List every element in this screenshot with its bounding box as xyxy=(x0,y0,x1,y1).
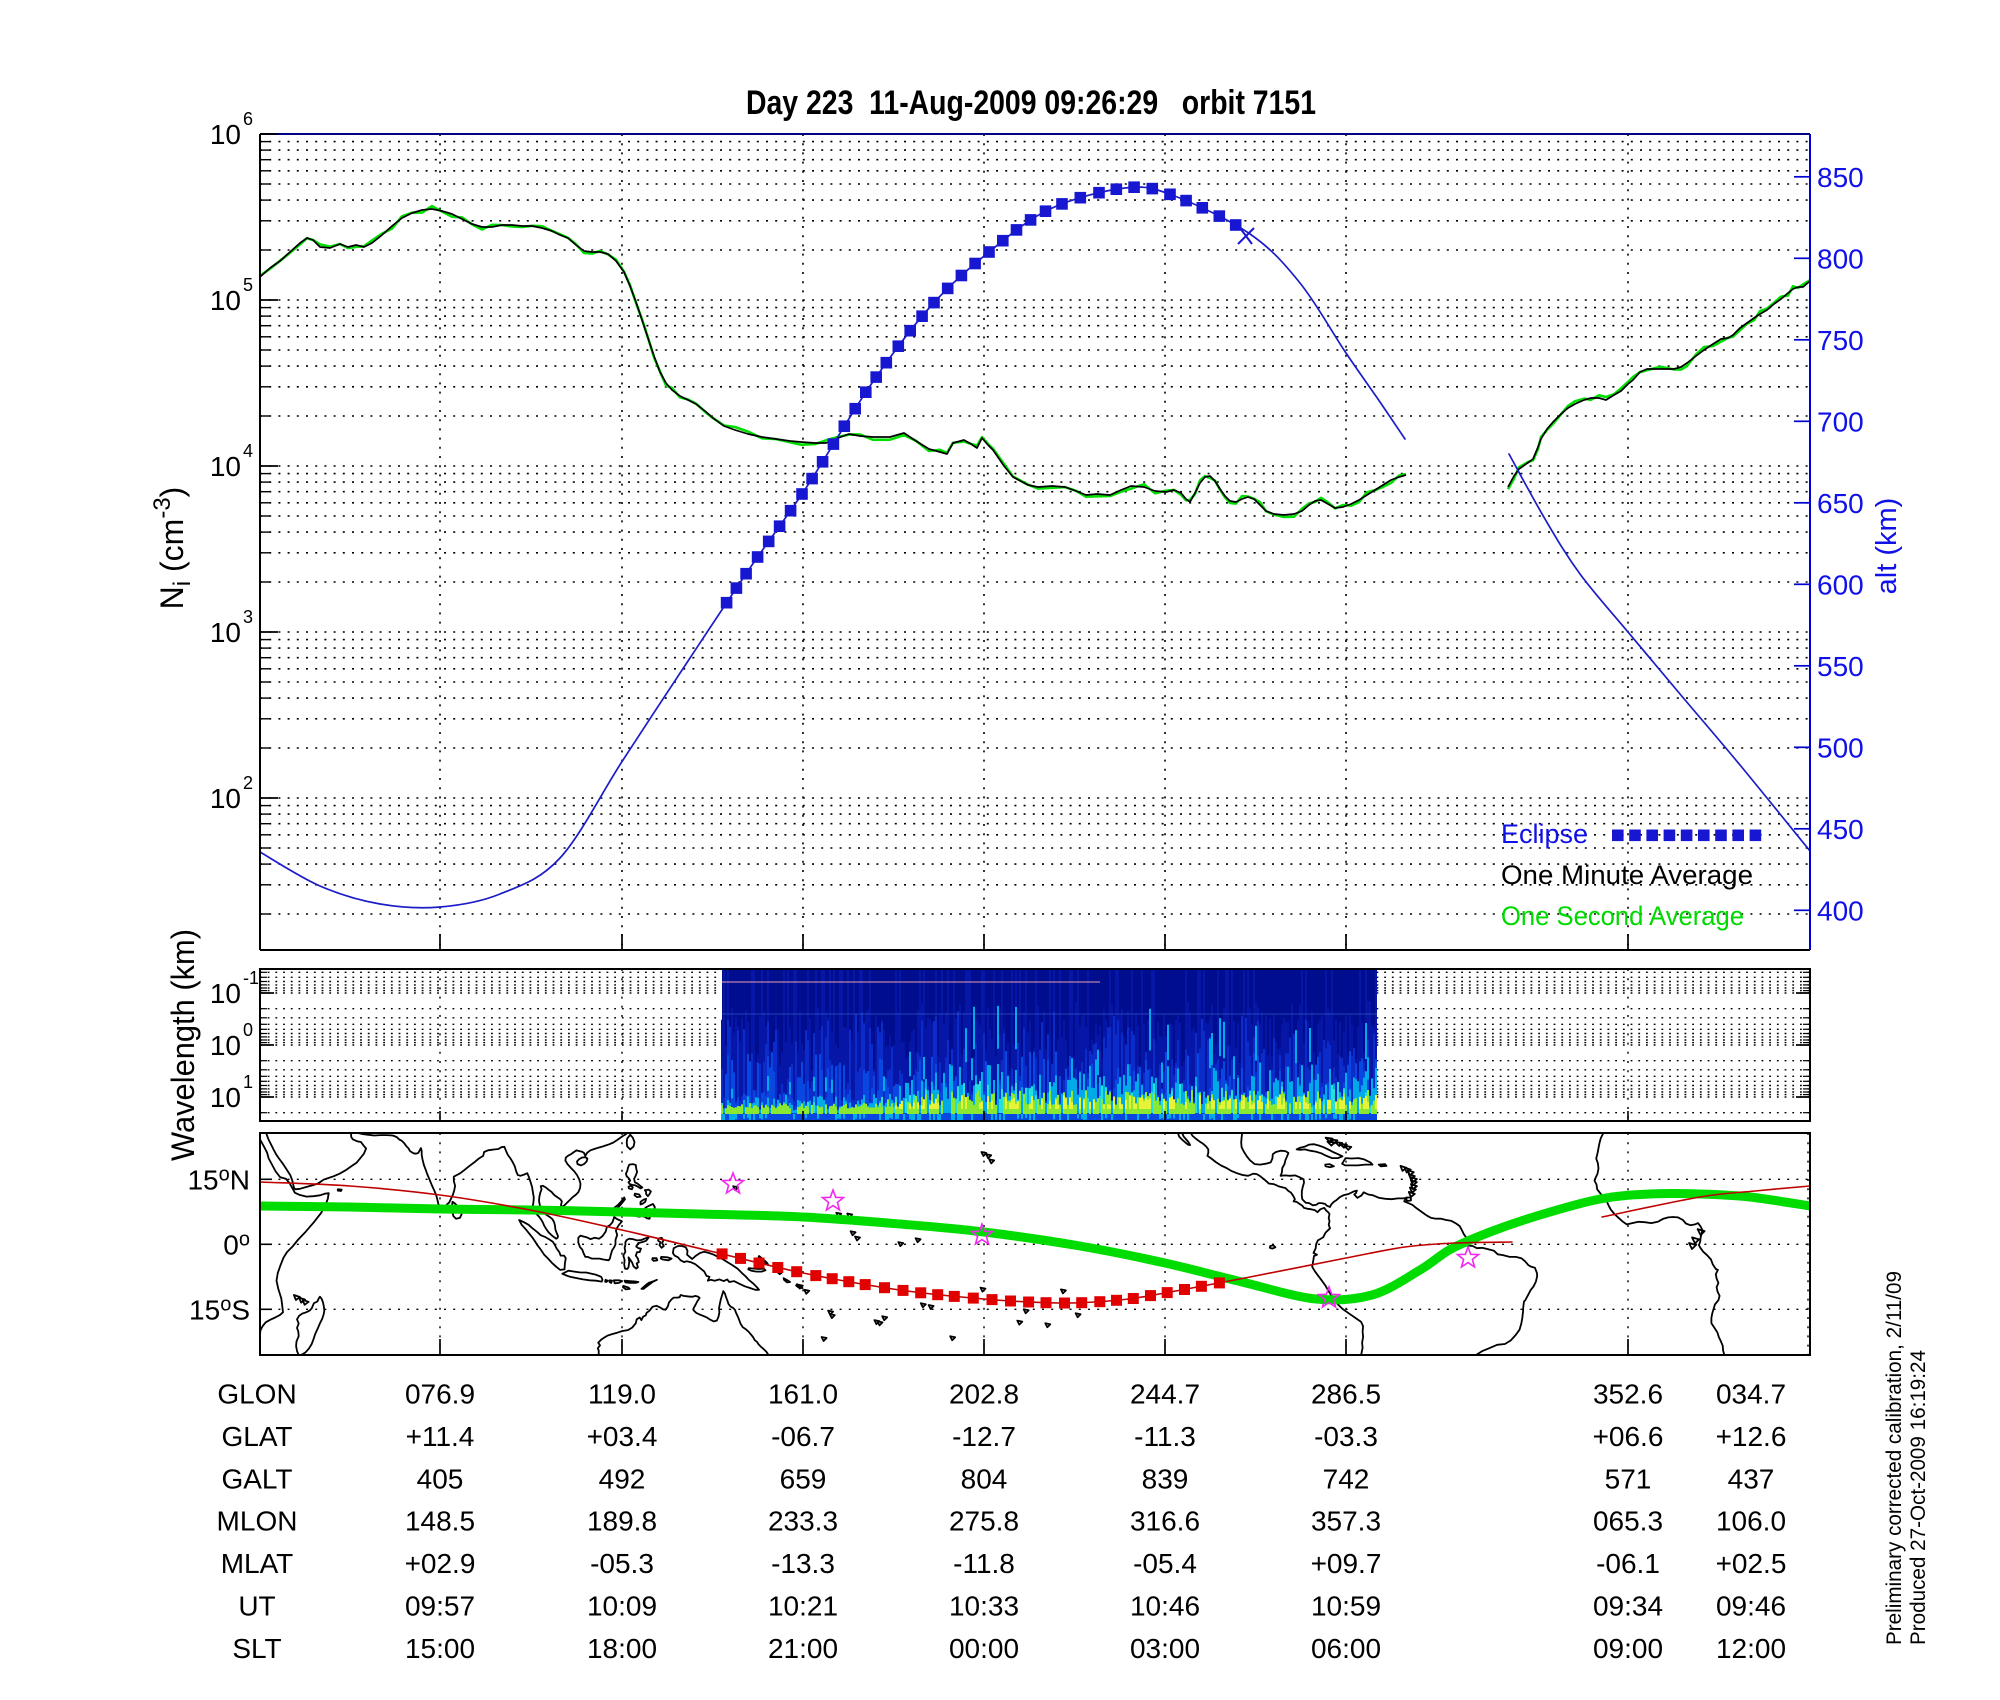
svg-text:316.6: 316.6 xyxy=(1130,1506,1200,1537)
svg-text:+09.7: +09.7 xyxy=(1311,1548,1382,1579)
svg-text:-12.7: -12.7 xyxy=(952,1421,1016,1452)
svg-text:065.3: 065.3 xyxy=(1593,1506,1663,1537)
svg-text:2: 2 xyxy=(243,773,253,793)
svg-text:492: 492 xyxy=(599,1463,646,1494)
svg-text:12:00: 12:00 xyxy=(1716,1633,1786,1664)
svg-text:10:59: 10:59 xyxy=(1311,1591,1381,1622)
svg-text:076.9: 076.9 xyxy=(405,1379,475,1410)
svg-text:742: 742 xyxy=(1323,1463,1370,1494)
svg-text:405: 405 xyxy=(417,1463,464,1494)
svg-text:00:00: 00:00 xyxy=(949,1633,1019,1664)
svg-text:GALT: GALT xyxy=(221,1463,292,1494)
svg-text:850: 850 xyxy=(1817,162,1864,193)
svg-text:+06.6: +06.6 xyxy=(1593,1421,1664,1452)
svg-text:SLT: SLT xyxy=(232,1633,281,1664)
svg-text:804: 804 xyxy=(961,1463,1008,1494)
svg-text:-03.3: -03.3 xyxy=(1314,1421,1378,1452)
svg-text:275.8: 275.8 xyxy=(949,1506,1019,1537)
svg-text:Eclipse: Eclipse xyxy=(1501,819,1588,849)
svg-text:+02.9: +02.9 xyxy=(405,1548,476,1579)
svg-text:10: 10 xyxy=(210,1082,241,1113)
svg-text:10: 10 xyxy=(210,978,241,1009)
svg-text:571: 571 xyxy=(1605,1463,1652,1494)
svg-text:-11.8: -11.8 xyxy=(953,1548,1015,1579)
svg-text:839: 839 xyxy=(1142,1463,1189,1494)
svg-text:10: 10 xyxy=(210,1030,241,1061)
svg-text:119.0: 119.0 xyxy=(588,1379,656,1410)
svg-text:Produced 27-Oct-2009 16:19:24: Produced 27-Oct-2009 16:19:24 xyxy=(1907,1350,1930,1645)
svg-text:10:09: 10:09 xyxy=(587,1591,657,1622)
svg-text:-1: -1 xyxy=(243,968,259,988)
svg-text:3: 3 xyxy=(243,607,253,627)
svg-text:MLON: MLON xyxy=(217,1506,298,1537)
svg-text:148.5: 148.5 xyxy=(405,1506,475,1537)
svg-text:15:00: 15:00 xyxy=(405,1633,475,1664)
svg-text:286.5: 286.5 xyxy=(1311,1379,1381,1410)
svg-text:15oS: 15oS xyxy=(189,1293,250,1325)
svg-text:10:21: 10:21 xyxy=(768,1591,838,1622)
svg-text:10:46: 10:46 xyxy=(1130,1591,1200,1622)
svg-text:10: 10 xyxy=(210,285,241,316)
svg-text:10: 10 xyxy=(210,617,241,648)
svg-text:One Minute Average: One Minute Average xyxy=(1501,860,1753,890)
svg-text:+03.4: +03.4 xyxy=(587,1421,658,1452)
svg-text:106.0: 106.0 xyxy=(1716,1506,1786,1537)
svg-text:650: 650 xyxy=(1817,488,1864,519)
svg-text:+12.6: +12.6 xyxy=(1716,1421,1787,1452)
svg-text:189.8: 189.8 xyxy=(587,1506,657,1537)
svg-text:21:00: 21:00 xyxy=(768,1633,838,1664)
svg-text:550: 550 xyxy=(1817,651,1864,682)
svg-text:700: 700 xyxy=(1817,406,1864,437)
svg-text:800: 800 xyxy=(1817,243,1864,274)
svg-text:09:34: 09:34 xyxy=(1593,1591,1663,1622)
svg-text:03:00: 03:00 xyxy=(1130,1633,1200,1664)
svg-text:MLAT: MLAT xyxy=(221,1548,294,1579)
svg-text:-05.4: -05.4 xyxy=(1133,1548,1197,1579)
svg-text:+02.5: +02.5 xyxy=(1716,1548,1787,1579)
svg-text:0o: 0o xyxy=(223,1228,250,1260)
svg-text:18:00: 18:00 xyxy=(587,1633,657,1664)
svg-text:750: 750 xyxy=(1817,325,1864,356)
svg-text:357.3: 357.3 xyxy=(1311,1506,1381,1537)
svg-text:09:46: 09:46 xyxy=(1716,1591,1786,1622)
svg-text:450: 450 xyxy=(1817,814,1864,845)
svg-text:10: 10 xyxy=(210,451,241,482)
svg-text:-13.3: -13.3 xyxy=(771,1548,835,1579)
svg-text:GLAT: GLAT xyxy=(221,1421,292,1452)
svg-text:600: 600 xyxy=(1817,569,1864,600)
svg-text:Day 223 11-Aug-2009 09:26:29: Day 223 11-Aug-2009 09:26:29 orbit 7151 xyxy=(746,84,1316,122)
svg-text:GLON: GLON xyxy=(217,1379,296,1410)
svg-text:5: 5 xyxy=(243,275,253,295)
svg-text:034.7: 034.7 xyxy=(1716,1379,1786,1410)
svg-text:659: 659 xyxy=(780,1463,827,1494)
svg-text:alt (km): alt (km) xyxy=(1871,498,1903,595)
svg-text:161.0: 161.0 xyxy=(768,1379,838,1410)
svg-text:6: 6 xyxy=(243,109,253,129)
svg-text:09:00: 09:00 xyxy=(1593,1633,1663,1664)
svg-text:437: 437 xyxy=(1728,1463,1775,1494)
svg-text:-06.1: -06.1 xyxy=(1596,1548,1660,1579)
svg-text:233.3: 233.3 xyxy=(768,1506,838,1537)
svg-text:-05.3: -05.3 xyxy=(590,1548,654,1579)
svg-text:10:33: 10:33 xyxy=(949,1591,1019,1622)
svg-text:Wavelength (km): Wavelength (km) xyxy=(165,929,201,1161)
svg-text:09:57: 09:57 xyxy=(405,1591,475,1622)
svg-text:-11.3: -11.3 xyxy=(1134,1421,1196,1452)
svg-text:4: 4 xyxy=(243,441,253,461)
svg-text:+11.4: +11.4 xyxy=(406,1421,475,1452)
svg-text:10: 10 xyxy=(210,783,241,814)
svg-text:Preliminary corrected calibrat: Preliminary corrected calibration, 2/11/… xyxy=(1883,1271,1906,1645)
svg-text:06:00: 06:00 xyxy=(1311,1633,1381,1664)
svg-text:202.8: 202.8 xyxy=(949,1379,1019,1410)
svg-text:10: 10 xyxy=(210,119,241,150)
svg-text:1: 1 xyxy=(243,1072,253,1092)
svg-text:One Second Average: One Second Average xyxy=(1501,901,1744,931)
svg-text:400: 400 xyxy=(1817,895,1864,926)
svg-text:500: 500 xyxy=(1817,732,1864,763)
svg-text:0: 0 xyxy=(243,1020,253,1040)
svg-text:UT: UT xyxy=(238,1591,275,1622)
svg-text:-06.7: -06.7 xyxy=(771,1421,835,1452)
svg-text:244.7: 244.7 xyxy=(1130,1379,1200,1410)
svg-text:352.6: 352.6 xyxy=(1593,1379,1663,1410)
